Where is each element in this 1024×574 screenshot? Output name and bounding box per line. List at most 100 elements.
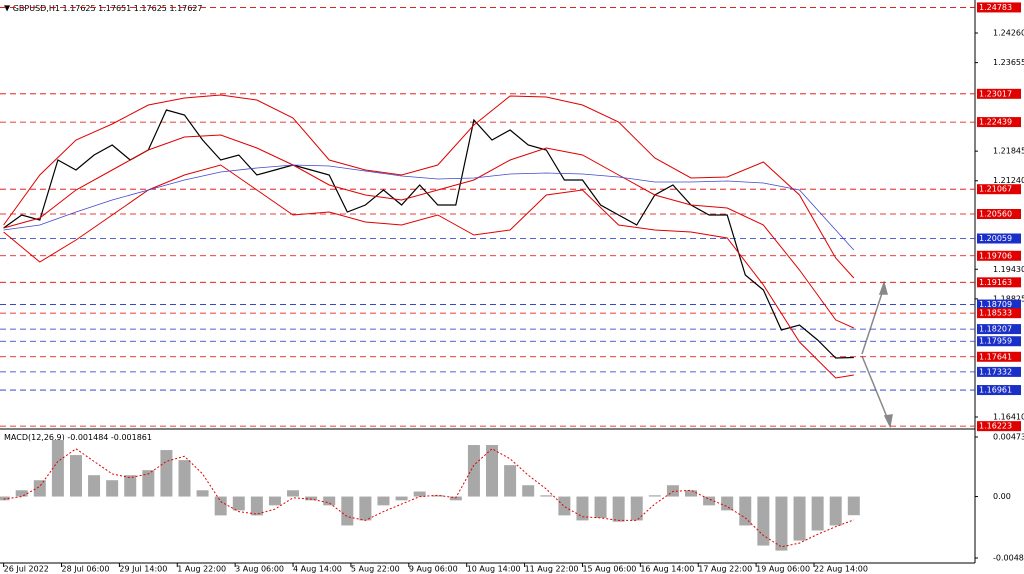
level-box	[977, 366, 1021, 377]
level-label: 1.20560	[979, 210, 1012, 219]
level-box	[977, 117, 1021, 128]
histogram-bar	[467, 445, 480, 497]
y-tick-label: 1.21240	[993, 176, 1024, 185]
x-tick-label: 9 Aug 06:00	[409, 565, 458, 574]
level-label: 1.23017	[979, 89, 1012, 98]
macd-value: -0.001484	[67, 433, 108, 442]
y-tick-label: 1.19430	[993, 265, 1024, 274]
histogram-bar	[685, 490, 698, 497]
histogram-bar	[847, 496, 860, 516]
level-box	[977, 209, 1021, 219]
histogram-bar	[214, 496, 227, 516]
level-label: 1.17332	[979, 367, 1012, 376]
histogram-bar	[196, 490, 209, 497]
histogram-bar	[232, 496, 245, 511]
level-label: 1.18207	[979, 325, 1012, 334]
x-tick-label: 28 Jul 06:00	[62, 565, 110, 574]
pane: 0.004738 0.00 -0.004889	[0, 433, 1024, 562]
histogram-bar	[160, 450, 173, 497]
histogram-bar	[648, 495, 661, 497]
histogram-bar	[359, 496, 372, 521]
level-box	[977, 88, 1021, 99]
histogram-bar	[268, 496, 281, 506]
x-tick-label: 10 Aug 14:00	[467, 565, 521, 574]
x-tick-label: 17 Aug 22:00	[698, 565, 752, 574]
level-box	[977, 308, 1021, 319]
y-tick-label: 1.21845	[993, 147, 1024, 156]
histogram-bar	[449, 496, 462, 501]
histogram-bar	[33, 480, 46, 497]
series-line	[3, 164, 855, 251]
level-box	[977, 421, 1021, 432]
y-tick-label: 1.24260	[993, 29, 1024, 38]
histogram-bar	[377, 496, 390, 506]
level-label: 1.21067	[979, 185, 1012, 194]
level-label: 1.16961	[979, 386, 1012, 395]
level-label: 1.22439	[979, 118, 1012, 127]
histogram-bar	[703, 496, 716, 506]
high: 1.17651	[98, 4, 131, 13]
histogram-bar	[594, 496, 607, 518]
histogram-bar	[250, 496, 263, 516]
histogram-bar	[504, 465, 517, 497]
histogram-bar	[558, 496, 571, 516]
histogram-bar	[540, 495, 553, 497]
histogram-bar	[739, 496, 752, 526]
signal-value: -0.001861	[111, 433, 152, 442]
low: 1.17625	[134, 4, 167, 13]
forecast-arrows	[861, 280, 893, 429]
x-tick-label: 11 Aug 22:00	[525, 565, 579, 574]
histogram-bar	[612, 496, 625, 522]
histogram-bar	[486, 445, 499, 497]
y-tick-label: 1.23655	[993, 58, 1024, 67]
histogram-bar	[323, 496, 336, 506]
level-label: 1.18709	[979, 300, 1012, 309]
level-label: 1.16223	[979, 422, 1012, 431]
histogram-bar	[522, 485, 535, 497]
histogram-bar	[106, 480, 119, 497]
series-line	[3, 134, 855, 329]
histogram-bar	[431, 495, 444, 497]
histogram-bar	[395, 496, 408, 501]
x-tick-label: 26 Jul 2022	[4, 565, 49, 574]
y-tick-label: 1.16410	[993, 412, 1024, 421]
x-tick-label: 15 Aug 06:00	[582, 565, 636, 574]
level-box	[977, 324, 1021, 335]
level-label: 1.24783	[979, 3, 1012, 12]
macd-name: MACD(12,26,9)	[4, 433, 65, 442]
histogram-bar	[142, 470, 155, 497]
y-tick-label: 1.18825	[993, 294, 1024, 303]
level-label: 1.17641	[979, 352, 1012, 361]
level-box	[977, 233, 1021, 244]
histogram-bar	[15, 490, 28, 497]
level-box	[977, 277, 1021, 288]
histogram-bar	[757, 496, 770, 546]
histogram-bar	[341, 496, 354, 526]
macd-header: MACD(12,26,9) -0.001484 -0.001861	[4, 433, 152, 442]
y-tick-label: 0.00	[993, 492, 1011, 501]
x-tick-label: 4 Aug 14:00	[293, 565, 342, 574]
x-tick-label: 19 Aug 06:00	[756, 565, 810, 574]
level-label: 1.17959	[979, 337, 1012, 346]
histogram-bar	[630, 496, 643, 521]
level-box	[977, 250, 1021, 261]
histogram-bar	[88, 475, 101, 497]
close: 1.17627	[169, 4, 202, 13]
histogram-bar	[775, 496, 788, 551]
level-label: 1.19706	[979, 251, 1012, 260]
histogram-bar	[305, 496, 318, 501]
level-box	[977, 385, 1021, 396]
histogram-bar	[666, 485, 679, 497]
x-tick-label: 5 Aug 22:00	[351, 565, 400, 574]
level-label: 1.18533	[979, 309, 1012, 318]
histogram-bar	[793, 496, 806, 541]
series-line	[3, 448, 854, 548]
level-label: 1.20059	[979, 234, 1012, 243]
series-line	[3, 94, 855, 279]
level-box	[977, 2, 1021, 13]
histogram-bar	[287, 490, 300, 497]
x-tick-label: 22 Aug 14:00	[814, 565, 868, 574]
level-box	[977, 336, 1021, 347]
